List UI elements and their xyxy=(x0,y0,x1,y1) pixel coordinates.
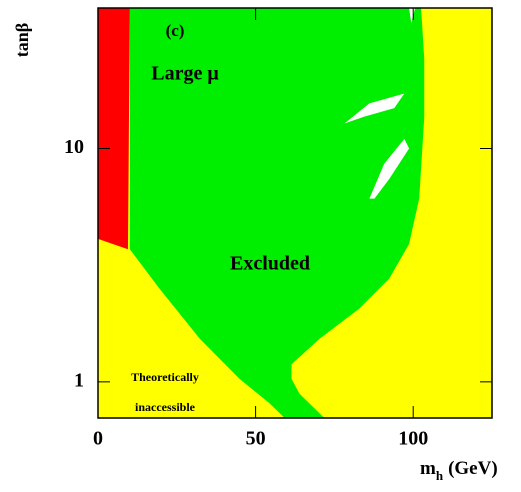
annotation: Excluded xyxy=(230,253,310,275)
region xyxy=(98,8,130,250)
x-tick-label: 0 xyxy=(93,428,103,450)
x-tick-label: 50 xyxy=(246,428,266,450)
annotation: Large μ xyxy=(151,63,219,85)
y-tick-label: 10 xyxy=(64,136,84,158)
region xyxy=(129,8,425,418)
x-axis-label-unit: (GeV) xyxy=(448,458,498,479)
annotation: inaccessible xyxy=(135,400,196,414)
x-axis-label-main: m xyxy=(420,458,436,479)
y-axis-label: tanβ xyxy=(12,23,32,58)
region xyxy=(344,93,405,124)
annotation: (c) xyxy=(166,21,185,40)
plot-area xyxy=(98,8,492,418)
y-tick-label: 1 xyxy=(74,369,84,391)
x-axis-label: mh (GeV) xyxy=(420,458,498,483)
annotation: Theoretically xyxy=(131,370,199,384)
x-tick-label: 100 xyxy=(398,428,428,450)
x-axis-label-sub: h xyxy=(436,468,444,483)
region xyxy=(369,138,410,199)
plot-frame xyxy=(97,7,493,419)
